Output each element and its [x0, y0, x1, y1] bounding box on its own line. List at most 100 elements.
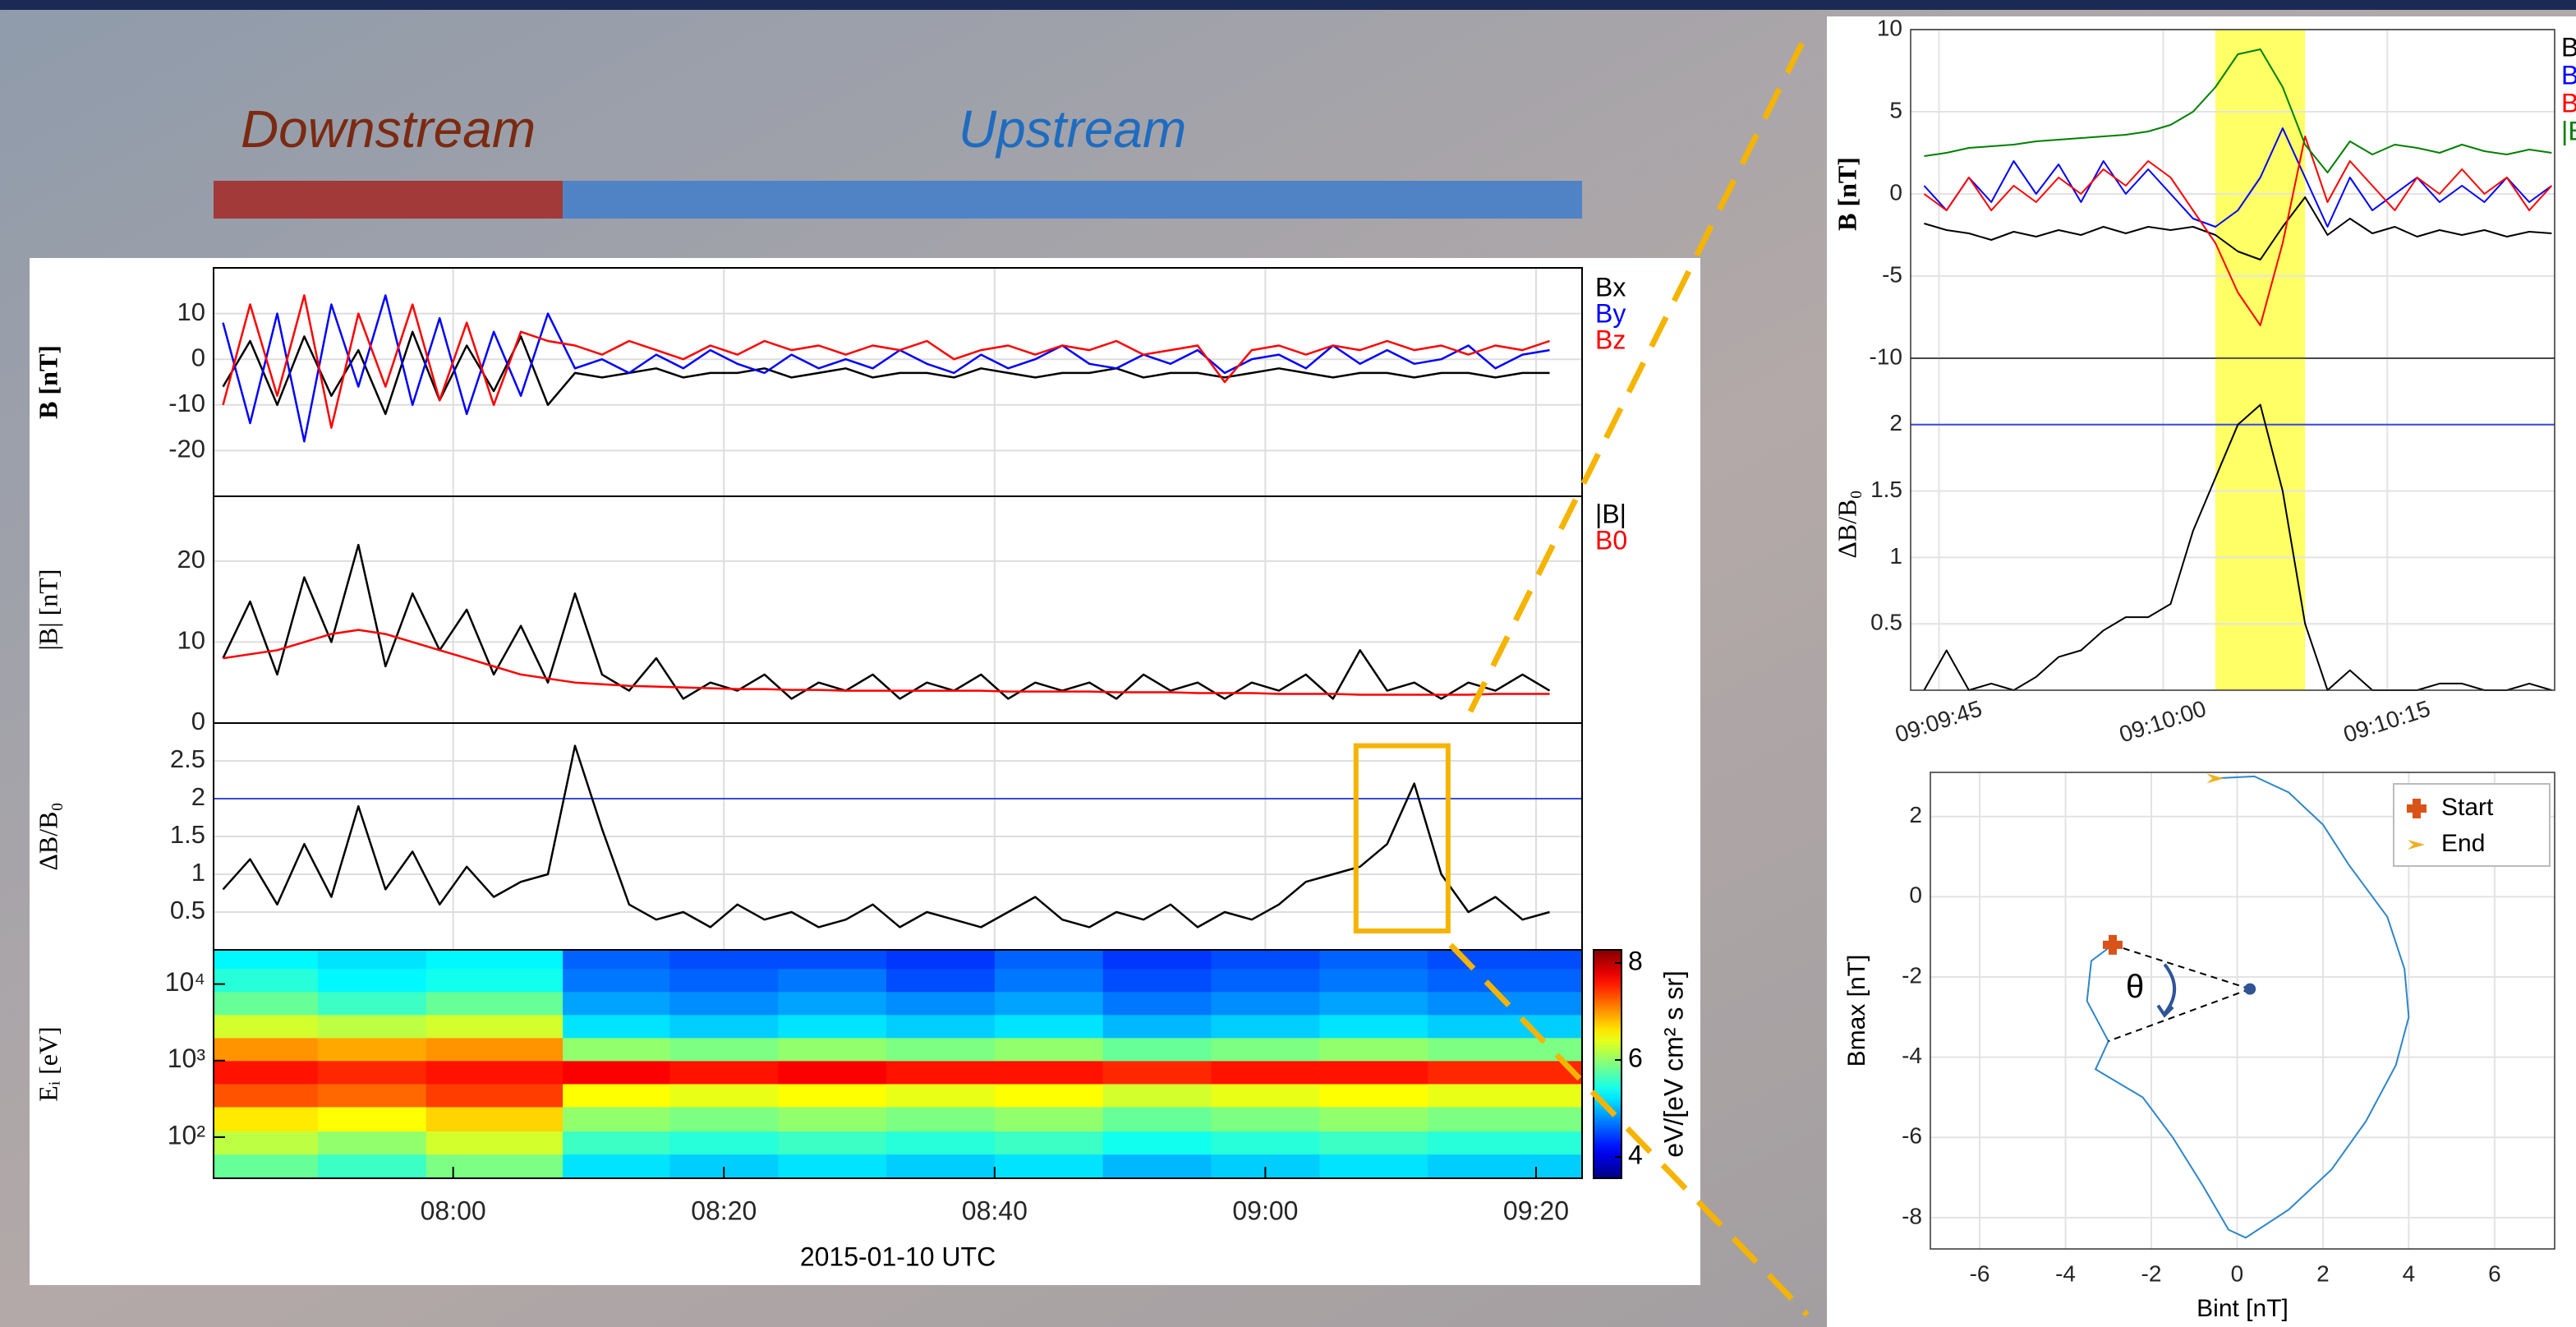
y-tick-label: 10 — [177, 297, 205, 326]
spectrogram-cell — [214, 1131, 319, 1155]
spectrogram-cell — [886, 1154, 996, 1179]
spectrogram-cell — [1211, 968, 1320, 993]
y-axis-label: B [nT] — [1832, 157, 1861, 231]
spectrogram-cell — [563, 950, 670, 970]
y-tick-label: 10⁴ — [165, 967, 205, 997]
spectrogram-cell — [886, 1060, 996, 1085]
spectrogram-cell — [886, 1014, 996, 1039]
spectrogram-cell — [1319, 968, 1428, 993]
legend-entry: By — [1595, 298, 1626, 328]
spectrogram-cell — [1428, 1014, 1583, 1039]
spectrogram-cell — [426, 991, 564, 1016]
series-line — [223, 629, 1550, 696]
spectrogram-cell — [778, 1131, 887, 1155]
y-tick-label: 0.5 — [170, 896, 205, 924]
spectrogram-cell — [1102, 1154, 1212, 1179]
series-line — [1924, 48, 2552, 173]
y-tick-label: 1.5 — [1870, 477, 1902, 502]
spectrogram-cell — [994, 1083, 1104, 1108]
spectrogram-cell — [214, 968, 319, 993]
spectrogram-cell — [1102, 950, 1212, 970]
spectrogram-cell — [426, 950, 564, 970]
colorbar-tick-label: 8 — [1628, 946, 1643, 975]
series-line — [1923, 127, 2552, 228]
y-axis-label: Bmax [nT] — [1843, 955, 1870, 1067]
spectrogram-cell — [669, 1106, 779, 1132]
spectrogram-cell — [994, 1014, 1104, 1039]
spectrogram-cell — [563, 1037, 670, 1062]
spectrogram-cell — [1319, 1154, 1428, 1179]
spectrogram-cell — [426, 1106, 564, 1132]
y-axis-label: ΔB/B₀ — [33, 802, 62, 870]
spectrogram-cell — [214, 1037, 319, 1062]
legend-box — [2393, 783, 2551, 867]
spectrogram-cell — [1319, 1106, 1428, 1132]
spectrogram-cell — [994, 991, 1104, 1016]
spectrogram-cell — [426, 1083, 564, 1108]
spectrogram-cell — [214, 1083, 319, 1108]
spectrogram-cell — [778, 968, 887, 993]
spectrogram-cell — [994, 1037, 1104, 1062]
series-line — [1923, 136, 2553, 326]
y-axis-label: B [nT] — [33, 345, 62, 419]
y-tick-label: -8 — [1902, 1203, 1922, 1228]
spectrogram-cell — [426, 968, 564, 993]
spectrogram-cell — [669, 1083, 779, 1108]
spectrogram-cell — [1319, 1083, 1428, 1108]
axes-frame — [213, 949, 1583, 1179]
end-marker — [2408, 840, 2425, 850]
legend-entry: End — [2441, 830, 2485, 857]
spectrogram-cell — [317, 1037, 427, 1062]
x-axis-label: Bint [nT] — [2196, 1295, 2288, 1322]
spectrogram-cell — [886, 1083, 996, 1108]
spectrogram-cell — [994, 968, 1104, 993]
spectrogram-cell — [669, 991, 779, 1016]
spectrogram-cell — [563, 1083, 670, 1108]
spectrogram-cell — [563, 968, 670, 993]
y-tick-label: 2.5 — [170, 744, 205, 773]
spectrogram-cell — [426, 1060, 564, 1085]
legend-entry: By — [2561, 60, 2576, 90]
spectrogram-cell — [1102, 1060, 1212, 1085]
spectrogram-cell — [563, 1060, 670, 1085]
spectrogram-cell — [1211, 1014, 1320, 1039]
y-tick-label: -20 — [168, 435, 205, 463]
spectrogram-cell — [1102, 1014, 1212, 1039]
spectrogram-cell — [669, 1037, 779, 1062]
y-tick-label: -6 — [1902, 1123, 1922, 1149]
spectrogram-cell — [317, 1131, 427, 1155]
y-tick-label: 1 — [191, 858, 205, 887]
spectrogram-cell — [886, 1131, 996, 1155]
spectrogram-cell — [778, 1106, 887, 1132]
spectrogram-cell — [426, 1014, 564, 1039]
axes-frame — [1930, 772, 2555, 1250]
spectrogram-cell — [1211, 950, 1320, 970]
x-tick-label: 08:00 — [421, 1196, 486, 1225]
legend-entry: Start — [2441, 794, 2494, 821]
spectrogram-cell — [778, 1154, 887, 1179]
spectrogram-cell — [1319, 950, 1428, 970]
highlight-band — [2215, 358, 2306, 690]
y-tick-label: -5 — [1882, 261, 1902, 287]
spectrogram-cell — [1211, 1131, 1320, 1155]
angle-arrowhead — [2156, 1004, 2174, 1018]
series-line — [1923, 403, 2552, 691]
angle-arrow — [2163, 963, 2176, 1015]
spectrogram-cell — [669, 1014, 779, 1039]
spectrogram-cell — [994, 1131, 1104, 1155]
spectrogram-cell — [1211, 1060, 1320, 1085]
x-tick-label: 09:20 — [1503, 1196, 1569, 1225]
spectrogram-cell — [1428, 1106, 1583, 1132]
spectrogram-cell — [778, 1060, 887, 1085]
x-tick-label: 08:20 — [691, 1196, 757, 1225]
y-tick-label: -2 — [1902, 962, 1922, 988]
spectrogram-cell — [214, 1106, 319, 1132]
spectrogram-cell — [669, 950, 779, 970]
colorbar-label: eV/[eV cm² s sr] — [1658, 970, 1688, 1158]
spectrogram-cell — [1428, 1154, 1583, 1179]
colorbar — [1593, 949, 1622, 1179]
x-tick-label: -6 — [1970, 1260, 1990, 1286]
legend-entry: Bz — [2561, 88, 2576, 117]
y-tick-label: 2 — [191, 782, 205, 811]
